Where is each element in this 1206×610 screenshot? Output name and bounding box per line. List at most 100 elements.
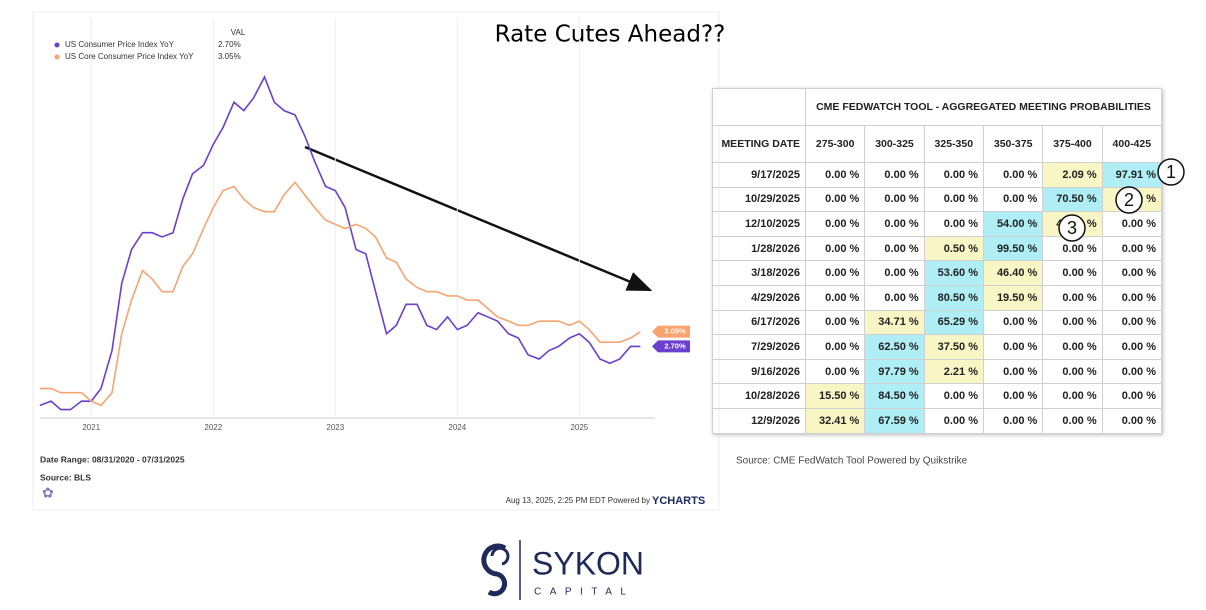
table-row: 12/10/2025 0.00 % 0.00 % 0.00 % 54.00 % 46.00… xyxy=(712,211,1163,237)
probability-cell: 0.00 % xyxy=(804,284,866,311)
column-header: 375-400 xyxy=(1042,125,1103,163)
meeting-date: 9/17/2025 xyxy=(712,162,806,188)
probability-cell: 0.00 % xyxy=(1101,211,1163,237)
probability-cell: 0.00 % xyxy=(923,383,984,409)
probability-cell: 0.00 % xyxy=(982,162,1044,188)
table-row: 1/28/2026 0.00 % 0.00 % 0.50 % 99.50 % 0.00 %… xyxy=(712,235,1163,262)
meeting-date: 3/18/2026 xyxy=(712,260,806,286)
probability-cell: 37.50 % xyxy=(923,334,984,360)
probability-cell: 0.50 % xyxy=(923,235,984,262)
column-header: 325-350 xyxy=(923,125,984,163)
end-label-box xyxy=(652,340,690,353)
table-row: 6/17/2026 0.00 % 34.71 % 65.29 % 0.00 % 0.00 … xyxy=(712,309,1163,336)
probability-cell: 0.00 % xyxy=(864,235,925,262)
probability-cell: 0.00 % xyxy=(982,186,1044,213)
probability-cell: 0.00 % xyxy=(1101,383,1163,409)
end-label-box xyxy=(652,325,690,338)
x-tick-label: 2024 xyxy=(448,423,466,432)
probability-cell: 0.00 % xyxy=(1042,309,1103,336)
table-row: 7/29/2026 0.00 % 62.50 % 37.50 % 0.00 % 0.00 … xyxy=(712,334,1163,360)
meeting-date: 9/16/2026 xyxy=(712,358,806,385)
logo-tagline: CAPITAL xyxy=(534,587,634,598)
probability-cell: 0.00 % xyxy=(1042,407,1103,434)
probability-cell: 0.00 % xyxy=(982,383,1044,409)
probability-cell: 0.00 % xyxy=(923,211,984,237)
probability-cell: 0.00 % xyxy=(982,407,1044,434)
probability-cell: 0.00 % xyxy=(1042,284,1103,311)
probability-cell: 84.50 % xyxy=(864,383,925,409)
legend-value: 2.70% xyxy=(218,40,241,49)
probability-cell: 54.00 % xyxy=(982,211,1044,237)
x-tick-label: 2023 xyxy=(326,423,344,432)
table-row: 10/28/2026 15.50 % 84.50 % 0.00 % 0.00 % 0.00… xyxy=(712,383,1163,409)
probability-cell: 0.00 % xyxy=(1042,383,1103,409)
title-row: CME FEDWATCH TOOL - AGGREGATED MEETING P… xyxy=(712,88,1162,126)
probability-cell: 29.50 % xyxy=(1101,186,1163,213)
probability-cell: 46.40 % xyxy=(982,260,1044,286)
table-row: 10/29/2025 0.00 % 0.00 % 0.00 % 0.00 % 70.50 … xyxy=(712,186,1163,213)
table-row: 12/9/2026 32.41 % 67.59 % 0.00 % 0.00 % 0.00 … xyxy=(712,407,1163,434)
end-label: 3.05% xyxy=(664,327,686,336)
probability-cell: 0.00 % xyxy=(982,334,1044,360)
probability-cell: 97.79 % xyxy=(864,358,925,385)
probability-cell: 0.00 % xyxy=(1101,334,1163,360)
trend-arrow xyxy=(304,145,653,292)
legend-header: VAL xyxy=(231,28,246,37)
brand: YCHARTS xyxy=(652,495,705,507)
table-row: 4/29/2026 0.00 % 0.00 % 80.50 % 19.50 % 0.00 … xyxy=(712,284,1163,311)
probability-cell: 0.00 % xyxy=(864,211,925,237)
probability-cell: 0.00 % xyxy=(1042,334,1103,360)
probability-cell: 2.09 % xyxy=(1042,162,1103,188)
probability-cell: 34.71 % xyxy=(864,309,925,336)
probability-cell: 0.00 % xyxy=(1042,235,1103,262)
probability-cell: 67.59 % xyxy=(864,407,925,434)
probability-cell: 32.41 % xyxy=(804,407,866,434)
meeting-date: 10/28/2026 xyxy=(712,383,806,409)
meeting-date: 10/29/2025 xyxy=(712,186,806,213)
probability-cell: 0.00 % xyxy=(923,162,984,188)
footer: Aug 13, 2025, 2:25 PM EDT Powered by xyxy=(506,496,650,505)
legend-label: US Core Consumer Price Index YoY xyxy=(65,52,194,61)
series-line xyxy=(40,180,641,407)
probability-cell: 97.91 % xyxy=(1101,162,1163,188)
table-title: CME FEDWATCH TOOL - AGGREGATED MEETING P… xyxy=(805,88,1162,126)
probability-cell: 0.00 % xyxy=(1101,260,1163,286)
column-header: 400-425 xyxy=(1101,125,1163,163)
probability-cell: 0.00 % xyxy=(982,309,1044,336)
meeting-date: 12/10/2025 xyxy=(712,211,806,237)
probability-cell: 0.00 % xyxy=(864,162,925,188)
probability-cell: 0.00 % xyxy=(804,186,866,213)
probability-cell: 2.21 % xyxy=(923,358,984,385)
probability-cell: 0.00 % xyxy=(804,309,866,336)
probability-cell: 46.00 % xyxy=(1042,211,1103,237)
meeting-date: 6/17/2026 xyxy=(712,309,806,336)
blank-cell xyxy=(712,88,806,126)
x-tick-label: 2022 xyxy=(204,423,222,432)
probability-cell: 0.00 % xyxy=(1101,284,1163,311)
source: Source: BLS xyxy=(40,472,91,482)
date-range: Date Range: 08/31/2020 - 07/31/2025 xyxy=(40,454,185,464)
probability-cell: 62.50 % xyxy=(864,334,925,360)
column-header: 275-300 xyxy=(804,125,866,163)
x-tick-label: 2025 xyxy=(570,423,588,432)
icon: ✿ xyxy=(42,485,54,501)
probability-cell: 0.00 % xyxy=(1042,358,1103,385)
column-header: 350-375 xyxy=(982,125,1044,163)
end-label: 2.70% xyxy=(664,341,686,350)
probability-cell: 19.50 % xyxy=(982,284,1044,311)
probability-cell: 0.00 % xyxy=(864,186,925,213)
series-line xyxy=(39,75,641,411)
probability-cell: 0.00 % xyxy=(804,162,866,188)
probability-cell: 0.00 % xyxy=(923,186,984,213)
legend-marker xyxy=(54,54,60,60)
legend-marker xyxy=(54,42,60,48)
page-title: Rate Cutes Ahead?? xyxy=(495,22,726,48)
legend-label: US Consumer Price Index YoY xyxy=(65,40,175,49)
chart-card xyxy=(32,11,720,511)
legend-value: 3.05% xyxy=(218,52,241,61)
probability-cell: 53.60 % xyxy=(923,260,984,286)
probability-cell: 99.50 % xyxy=(982,235,1044,262)
column-header: 300-325 xyxy=(864,125,925,163)
